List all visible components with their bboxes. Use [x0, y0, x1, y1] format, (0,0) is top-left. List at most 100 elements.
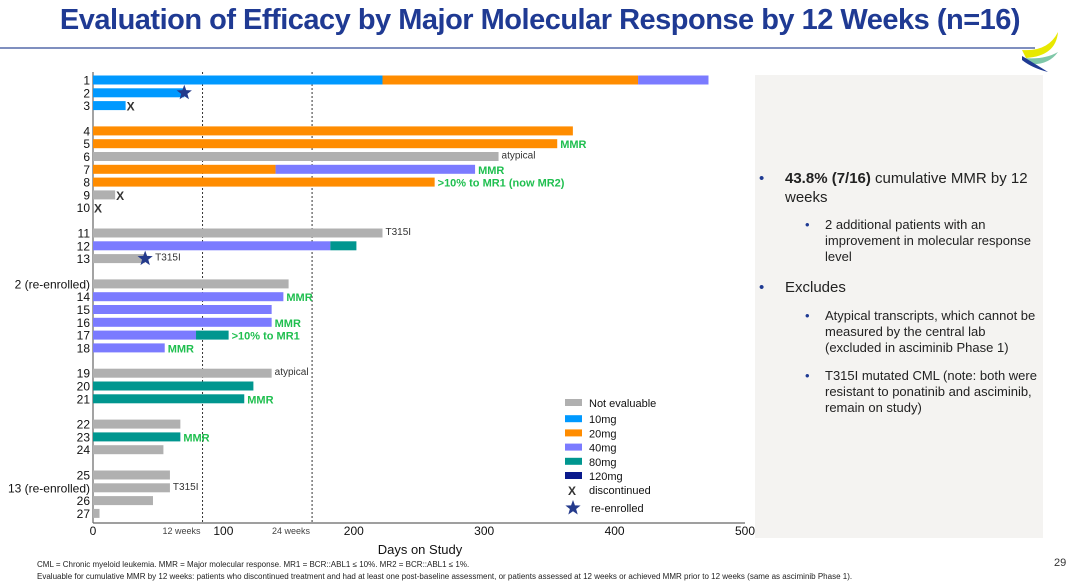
row-label: 18 — [77, 341, 91, 355]
x-tick-label: 500 — [735, 524, 755, 538]
row-label: 22 — [77, 418, 91, 432]
x-tick-label: 200 — [344, 524, 364, 538]
row-label: 9 — [83, 188, 90, 202]
response-annotation: MMR — [560, 139, 586, 151]
bar-segment-10mg — [93, 101, 126, 111]
row-note: atypical — [502, 151, 536, 162]
row-label: 13 (re-enrolled) — [8, 481, 90, 495]
legend-label: re-enrolled — [591, 503, 644, 515]
row-label: 10 — [77, 201, 91, 215]
bullet-icon: • — [759, 170, 765, 187]
bar-segment-40mg — [93, 241, 331, 251]
bullet-text: Excludes — [785, 279, 846, 296]
row-label: 25 — [77, 469, 91, 483]
legend-swatch-40mg — [565, 443, 582, 451]
response-annotation: MMR — [478, 165, 504, 177]
bar-segment-not-evaluable — [93, 483, 170, 493]
legend-swatch-120mg — [565, 472, 582, 479]
row-note: T315I — [173, 482, 199, 493]
row-note: T315I — [385, 227, 411, 238]
bar-segment-not-evaluable — [93, 470, 170, 480]
row-label: 19 — [77, 367, 91, 381]
bar-segment-40mg — [93, 305, 272, 314]
bar-segment-20mg — [93, 139, 558, 149]
bar-segment-40mg — [638, 75, 709, 85]
row-label: 5 — [83, 137, 90, 151]
row-label: 1 — [83, 74, 90, 88]
row-label: 2 (re-enrolled) — [15, 277, 90, 291]
row-label: 3 — [83, 99, 90, 113]
row-label: 7 — [83, 163, 90, 177]
x-tick-label: 400 — [605, 524, 625, 538]
bar-segment-not-evaluable — [93, 508, 100, 518]
bar-segment-20mg — [382, 75, 639, 85]
x-tick-label: 0 — [90, 524, 97, 538]
row-label: 13 — [77, 252, 91, 266]
discontinued-marker-icon: X — [94, 202, 102, 216]
row-label: 8 — [83, 176, 90, 190]
response-annotation: MMR — [275, 318, 301, 330]
bar-segment-not-evaluable — [93, 254, 146, 264]
subbullet-text: 2 additional patients with an improvemen… — [825, 217, 1031, 264]
legend-star-icon — [565, 500, 581, 515]
mmr-rate-text: cumulative MMR by 12 weeks — [785, 170, 1028, 206]
row-label: 6 — [83, 150, 90, 164]
re-enrolled-star-icon — [176, 84, 192, 100]
bar-segment-not-evaluable — [93, 190, 116, 200]
legend-label: 20mg — [589, 428, 617, 440]
row-note: T315I — [155, 253, 181, 264]
summary-panel: • 43.8% (7/16) cumulative MMR by 12 week… — [755, 75, 1043, 538]
discontinued-marker-icon: X — [127, 100, 135, 114]
bar-segment-80mg — [196, 330, 229, 340]
re-enrolled-star-icon — [137, 250, 153, 266]
bar-segment-10mg — [93, 88, 185, 98]
legend-discontinued-icon: X — [568, 484, 576, 498]
row-label: 23 — [77, 430, 91, 444]
reference-line-label: 24 weeks — [272, 526, 311, 536]
company-logo — [1022, 32, 1058, 72]
response-annotation: MMR — [286, 292, 312, 304]
legend-label: 120mg — [589, 471, 623, 483]
legend-swatch-20mg — [565, 429, 582, 437]
row-label: 21 — [77, 392, 91, 406]
row-label: 2 — [83, 86, 90, 100]
bar-segment-40mg — [93, 317, 272, 327]
footnote: Evaluable for cumulative MMR by 12 weeks… — [37, 572, 853, 581]
bar-segment-not-evaluable — [93, 228, 383, 238]
footnote: CML = Chronic myeloid leukemia. MMR = Ma… — [37, 560, 470, 569]
legend-label: Not evaluable — [589, 398, 656, 410]
swimmer-chart: 12 weeks 24 weeks 0 100 200 300 400 500 Days on … — [8, 72, 755, 557]
legend-swatch-not-evaluable — [565, 399, 582, 406]
bar-segment-not-evaluable — [93, 445, 164, 455]
bullet-icon: • — [759, 279, 765, 296]
response-annotation: MMR — [247, 394, 273, 406]
title-divider — [0, 47, 1035, 49]
row-label: 17 — [77, 329, 91, 343]
legend-swatch-80mg — [565, 457, 582, 465]
x-axis-label: Days on Study — [378, 542, 463, 557]
legend-label: discontinued — [589, 485, 651, 497]
bar-segment-20mg — [93, 126, 573, 136]
bar-segment-80mg — [330, 241, 357, 251]
legend-label: 40mg — [589, 443, 617, 455]
row-label: 11 — [78, 227, 91, 241]
bullet-icon: • — [805, 308, 810, 323]
mmr-rate: 43.8% (7/16) — [785, 170, 871, 187]
bar-segment-not-evaluable — [93, 279, 289, 289]
slide-title: Evaluation of Efficacy by Major Molecula… — [59, 4, 1021, 36]
row-label: 15 — [77, 303, 91, 317]
row-label: 14 — [77, 290, 91, 304]
bar-segment-40mg — [93, 330, 197, 340]
row-label: 16 — [77, 316, 91, 330]
response-annotation: >10% to MR1 (now MR2) — [438, 178, 565, 190]
bar-segment-10mg — [93, 75, 383, 85]
subbullet-text: T315I mutated CML (note: both were resis… — [825, 368, 1037, 415]
page-number: 29 — [1054, 557, 1067, 569]
bar-segment-not-evaluable — [93, 152, 499, 161]
bar-segment-40mg — [93, 343, 165, 353]
bar-segment-20mg — [93, 164, 276, 174]
row-label: 26 — [77, 494, 91, 508]
row-label: 20 — [77, 380, 91, 394]
response-annotation: MMR — [168, 343, 194, 355]
bar-segment-20mg — [93, 177, 435, 187]
